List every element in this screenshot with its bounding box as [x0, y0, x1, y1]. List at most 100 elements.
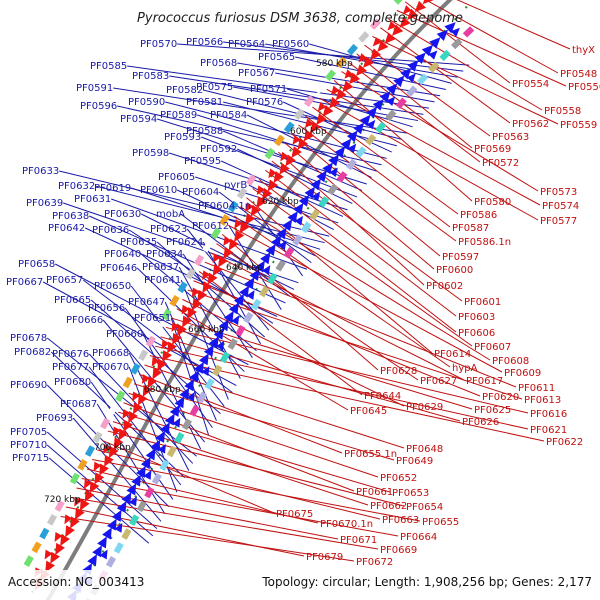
forward-gene-arrow: [131, 474, 141, 487]
reverse-gene-arrow: [192, 298, 203, 311]
forward-gene-arrow: [407, 60, 419, 72]
forward-gene-label: PF0582: [166, 85, 203, 96]
kbp-tick-labels: 580 kbp 600 kbp 620 kbp 640 kbp 660 kbp 680 k…: [44, 59, 353, 505]
reverse-gene-arrow: [245, 202, 254, 212]
reverse-gene-arrow: [89, 481, 100, 494]
cog-category-block: [439, 49, 451, 62]
forward-gene-label: PF0591: [76, 83, 113, 94]
reverse-label-connector: [380, 27, 511, 124]
forward-gene-label: PF0687: [60, 399, 97, 410]
cog-category-block: [428, 61, 440, 73]
forward-gene-arrow: [92, 545, 102, 558]
forward-gene-label: PF0605: [158, 172, 195, 183]
forward-gene-label: PF0680: [54, 377, 91, 388]
reverse-gene-arrow: [256, 185, 266, 196]
forward-strand-labels: PF0570 PF0566 PF0564 PF0560PF0565PF0568PF05…: [6, 37, 309, 464]
forward-gene-arrow: [414, 52, 426, 64]
cog-category-block: [375, 121, 387, 134]
forward-gene-arrow: [379, 91, 391, 103]
reverse-gene-label: PF0577: [540, 216, 577, 227]
cog-category-block: [212, 364, 223, 377]
reverse-gene-label: PF0649: [396, 456, 433, 467]
reverse-gene-arrow: [245, 213, 256, 226]
reverse-gene-arrow: [239, 221, 250, 234]
reverse-gene-arrow: [329, 96, 340, 109]
cog-category-block: [385, 109, 397, 122]
forward-gene-arrow: [116, 500, 127, 514]
forward-gene-label: PF0638: [52, 211, 89, 222]
reverse-label-connector: [319, 97, 539, 221]
cog-category-block: [100, 417, 111, 430]
reverse-gene-arrow: [141, 374, 150, 384]
reverse-label-connector: [348, 62, 481, 163]
cog-category-block: [235, 324, 246, 337]
map-title: Pyrococcus furiosus DSM 3638, complete g…: [137, 11, 463, 26]
forward-gene-arrow: [386, 96, 396, 106]
cog-category-block: [204, 378, 215, 390]
reverse-gene-label: PF0607: [474, 342, 511, 353]
cog-category-block: [227, 200, 239, 213]
forward-gene-arrow: [114, 522, 123, 533]
reverse-gene-arrow: [94, 472, 105, 485]
reverse-gene-arrow: [234, 219, 243, 229]
reverse-gene-arrow: [93, 461, 102, 472]
cog-category-block: [161, 308, 172, 321]
reverse-label-connector: [123, 402, 355, 492]
forward-gene-arrow: [322, 162, 333, 175]
forward-gene-arrow: [136, 465, 146, 478]
cog-category-block: [283, 246, 295, 259]
cog-category-block: [77, 458, 88, 471]
forward-label-connector: [180, 279, 229, 400]
forward-gene-label: PF0585: [90, 61, 127, 72]
forward-gene-arrow: [150, 439, 161, 452]
forward-gene-arrow: [366, 106, 378, 119]
forward-gene-label: PF0667: [6, 277, 43, 288]
forward-gene-arrow: [281, 219, 293, 232]
reverse-gene-arrow: [79, 498, 90, 511]
cog-category-block: [153, 322, 164, 334]
cog-category-block: [292, 234, 303, 246]
forward-gene-label: PF0610: [140, 185, 177, 196]
cog-category-block: [202, 240, 213, 253]
forward-label-connector: [95, 185, 325, 244]
reverse-gene-label: PF0600: [436, 265, 473, 276]
forward-label-connector: [186, 228, 270, 331]
reverse-gene-arrow: [358, 53, 368, 63]
reverse-gene-label: PF0620: [482, 392, 519, 403]
forward-gene-arrow: [145, 448, 156, 461]
reverse-gene-label: PF0616: [530, 409, 567, 420]
forward-gene-label: mobA: [156, 209, 185, 220]
reverse-label-connector: [187, 289, 523, 400]
forward-label-connector: [50, 351, 186, 479]
forward-gene-label: PF0593: [164, 132, 201, 143]
reverse-gene-arrow: [167, 341, 177, 354]
cog-category-block: [345, 158, 357, 171]
reverse-strand-labels: thyX PF0548 PF0554 PF0550 PF0558 PF0562 PF0559…: [276, 45, 600, 568]
forward-gene-label: PF0567: [238, 68, 275, 79]
reverse-gene-label: PF0654: [406, 502, 443, 513]
reverse-gene-arrow: [191, 287, 200, 298]
reverse-gene-arrow: [187, 306, 197, 319]
forward-label-connector: [128, 366, 178, 493]
reverse-gene-label: PF0661: [356, 487, 393, 498]
forward-gene-label: PF0604: [182, 187, 219, 198]
reverse-gene-label: PF0672: [356, 557, 393, 568]
reverse-label-connector: [102, 440, 275, 514]
reverse-gene-arrow: [317, 102, 327, 112]
kbp-tick-label: 680 kbp: [144, 385, 181, 395]
reverse-gene-label: PF0563: [492, 132, 529, 143]
forward-gene-arrow: [231, 315, 240, 326]
forward-label-connector: [48, 457, 150, 544]
forward-gene-arrow: [254, 260, 265, 273]
forward-gene-label: PF0566: [186, 37, 223, 48]
forward-gene-arrow: [203, 344, 214, 357]
forward-gene-label: PF0666: [66, 315, 103, 326]
reverse-gene-arrow: [104, 454, 114, 467]
reverse-gene-arrow: [181, 304, 190, 315]
cog-category-block: [309, 208, 321, 221]
cog-category-block: [92, 431, 103, 444]
forward-gene-arrow: [450, 27, 460, 37]
reverse-gene-label: PF0554: [512, 79, 549, 90]
cog-category-block: [293, 108, 305, 121]
forward-gene-arrow: [298, 194, 310, 207]
